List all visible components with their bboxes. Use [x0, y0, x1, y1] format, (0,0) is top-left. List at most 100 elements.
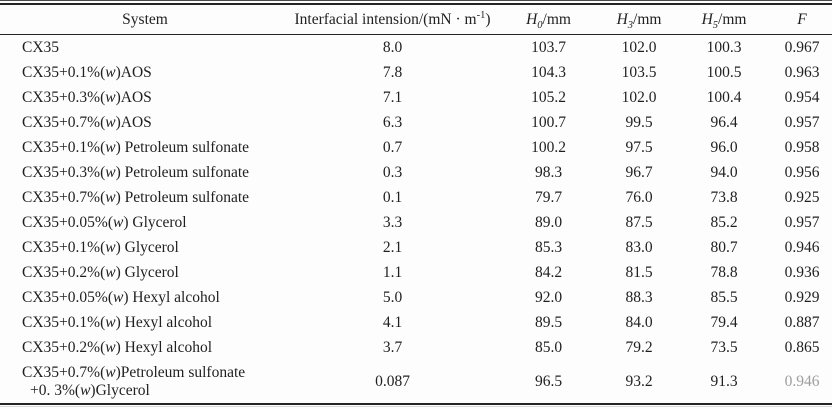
col-header-h3: H3/mm: [602, 4, 676, 35]
cell-h0: 89.0: [534, 213, 563, 231]
cell-system: CX35+0.1%(w) Hexyl alcohol: [22, 313, 213, 331]
cell-h0: 92.0: [534, 288, 563, 306]
col-header-tension: Interfacial intension/(mN · m-1): [290, 4, 495, 35]
cell-h5: 85.2: [710, 213, 738, 231]
cell-h0: 79.7: [534, 188, 563, 206]
cell-system: CX35+0.3%(w) Petroleum sulfonate: [22, 163, 250, 181]
table-header: System Interfacial intension/(mN · m-1) H0…: [0, 4, 832, 35]
cell-h5: 91.3: [710, 372, 738, 390]
table-row: CX35+0.1%(w) Hexyl alcohol 4.1 89.5 84.0 79.…: [0, 310, 832, 335]
cell-h5: 96.0: [710, 138, 738, 156]
cell-tension: 1.1: [382, 263, 403, 281]
cell-h5: 78.8: [710, 263, 738, 281]
cell-f: 0.925: [784, 188, 820, 206]
cell-system: CX35: [22, 38, 60, 56]
table-row: CX35+0.7%(w)AOS 6.3 100.7 99.5 96.4 0.957: [0, 110, 832, 135]
cell-tension: 2.1: [382, 238, 403, 256]
cell-system: CX35+0.05%(w) Glycerol: [22, 213, 187, 231]
cell-f: 0.936: [784, 263, 820, 281]
cell-h0: 98.3: [534, 163, 563, 181]
cell-h3: 97.5: [625, 138, 653, 156]
cell-h3: 87.5: [625, 213, 653, 231]
cell-h3: 84.0: [625, 313, 653, 331]
col-header-system: System: [0, 4, 290, 35]
table-body: CX35 8.0 103.7 102.0 100.3 0.967 CX35+0.1%(w)A…: [0, 35, 832, 405]
cell-system: CX35+0.2%(w) Glycerol: [22, 263, 179, 281]
cell-h0: 100.7: [531, 113, 566, 131]
cell-f: 0.929: [784, 288, 820, 306]
col-header-h5: H5/mm: [676, 4, 772, 35]
table-row: CX35+0.2%(w) Glycerol 1.1 84.2 81.5 78.8 0.93…: [0, 260, 832, 285]
table-row: CX35+0.1%(w)AOS 7.8 104.3 103.5 100.5 0.963: [0, 60, 832, 85]
cell-h3: 76.0: [625, 188, 653, 206]
cell-f: 0.957: [784, 113, 820, 131]
col-header-h0: H0/mm: [495, 4, 602, 35]
cell-f: 0.946: [784, 238, 820, 256]
top-thin-rule: [0, 0, 832, 1]
cell-tension: 8.0: [382, 38, 403, 56]
cell-h3: 79.2: [625, 338, 653, 356]
cell-h5: 96.4: [710, 113, 738, 131]
cell-h5: 80.7: [710, 238, 738, 256]
cell-system: CX35+0.1%(w) Petroleum sulfonate: [22, 138, 250, 156]
cell-h3: 103.5: [621, 63, 657, 81]
cell-f: 0.967: [784, 38, 820, 56]
table-row: CX35+0.3%(w) Petroleum sulfonate 0.3 98.3 9…: [0, 160, 832, 185]
table-row: CX35+0.05%(w) Glycerol 3.3 89.0 87.5 85.2 0.9…: [0, 210, 832, 235]
cell-h3: 99.5: [625, 113, 653, 131]
cell-f: 0.958: [784, 138, 820, 156]
table-row: CX35+0.7%(w)Petroleum sulfonate +0. 3%(w)…: [0, 360, 832, 404]
table-row: CX35+0.3%(w)AOS 7.1 105.2 102.0 100.4 0.954: [0, 85, 832, 110]
cell-f: 0.963: [784, 63, 820, 81]
cell-tension: 5.0: [382, 288, 403, 306]
cell-h5: 94.0: [710, 163, 738, 181]
cell-f: 0.954: [784, 88, 820, 106]
cell-tension: 0.3: [382, 163, 403, 181]
cell-f: 0.956: [784, 163, 820, 181]
results-table: System Interfacial intension/(mN · m-1) H0…: [0, 3, 832, 405]
cell-f: 0.865: [784, 338, 820, 356]
cell-h5: 100.5: [706, 63, 742, 81]
cell-h5: 73.8: [710, 188, 738, 206]
cell-tension: 6.3: [382, 113, 403, 131]
cell-system: CX35+0.7%(w)AOS: [22, 113, 152, 131]
cell-h5: 85.5: [710, 288, 738, 306]
cell-tension: 3.7: [382, 338, 403, 356]
cell-h3: 81.5: [625, 263, 653, 281]
header-row: System Interfacial intension/(mN · m-1) H0…: [0, 4, 832, 35]
cell-tension: 0.7: [382, 138, 403, 156]
cell-tension: 0.087: [375, 372, 410, 390]
cell-system: CX35+0.3%(w)AOS: [22, 88, 152, 106]
cell-f: 0.957: [784, 213, 820, 231]
table-row: CX35+0.1%(w) Glycerol 2.1 85.3 83.0 80.7 0.94…: [0, 235, 832, 260]
cell-system: CX35+0.7%(w)Petroleum sulfonate +0. 3%(w)…: [22, 363, 246, 399]
cell-h3: 102.0: [621, 38, 657, 56]
cell-tension: 3.3: [382, 213, 403, 231]
cell-h5: 100.4: [706, 88, 742, 106]
cell-system: CX35+0.7%(w) Petroleum sulfonate: [22, 188, 250, 206]
cell-system: CX35+0.05%(w) Hexyl alcohol: [22, 288, 220, 306]
cell-h0: 85.3: [534, 238, 563, 256]
cell-h3: 102.0: [621, 88, 657, 106]
cell-h5: 100.3: [706, 38, 742, 56]
cell-h0: 84.2: [534, 263, 563, 281]
cell-tension: 7.1: [382, 88, 403, 106]
cell-h0: 89.5: [534, 313, 563, 331]
cell-h3: 93.2: [625, 372, 653, 390]
cell-tension: 0.1: [382, 188, 403, 206]
cell-tension: 4.1: [382, 313, 403, 331]
cell-system: CX35+0.2%(w) Hexyl alcohol: [22, 338, 213, 356]
cell-h3: 83.0: [625, 238, 653, 256]
table-row: CX35 8.0 103.7 102.0 100.3 0.967: [0, 35, 832, 61]
table-row: CX35+0.1%(w) Petroleum sulfonate 0.7 100.2…: [0, 135, 832, 160]
table-row: CX35+0.7%(w) Petroleum sulfonate 0.1 79.7 7…: [0, 185, 832, 210]
cell-f: 0.887: [784, 313, 820, 331]
cell-h0: 100.2: [531, 138, 566, 156]
cell-h0: 85.0: [534, 338, 563, 356]
cell-h5: 79.4: [710, 313, 738, 331]
cell-system: CX35+0.1%(w)AOS: [22, 63, 152, 81]
cell-h5: 73.5: [710, 338, 738, 356]
cell-h0: 103.7: [531, 38, 566, 56]
col-header-f: F: [772, 4, 832, 35]
